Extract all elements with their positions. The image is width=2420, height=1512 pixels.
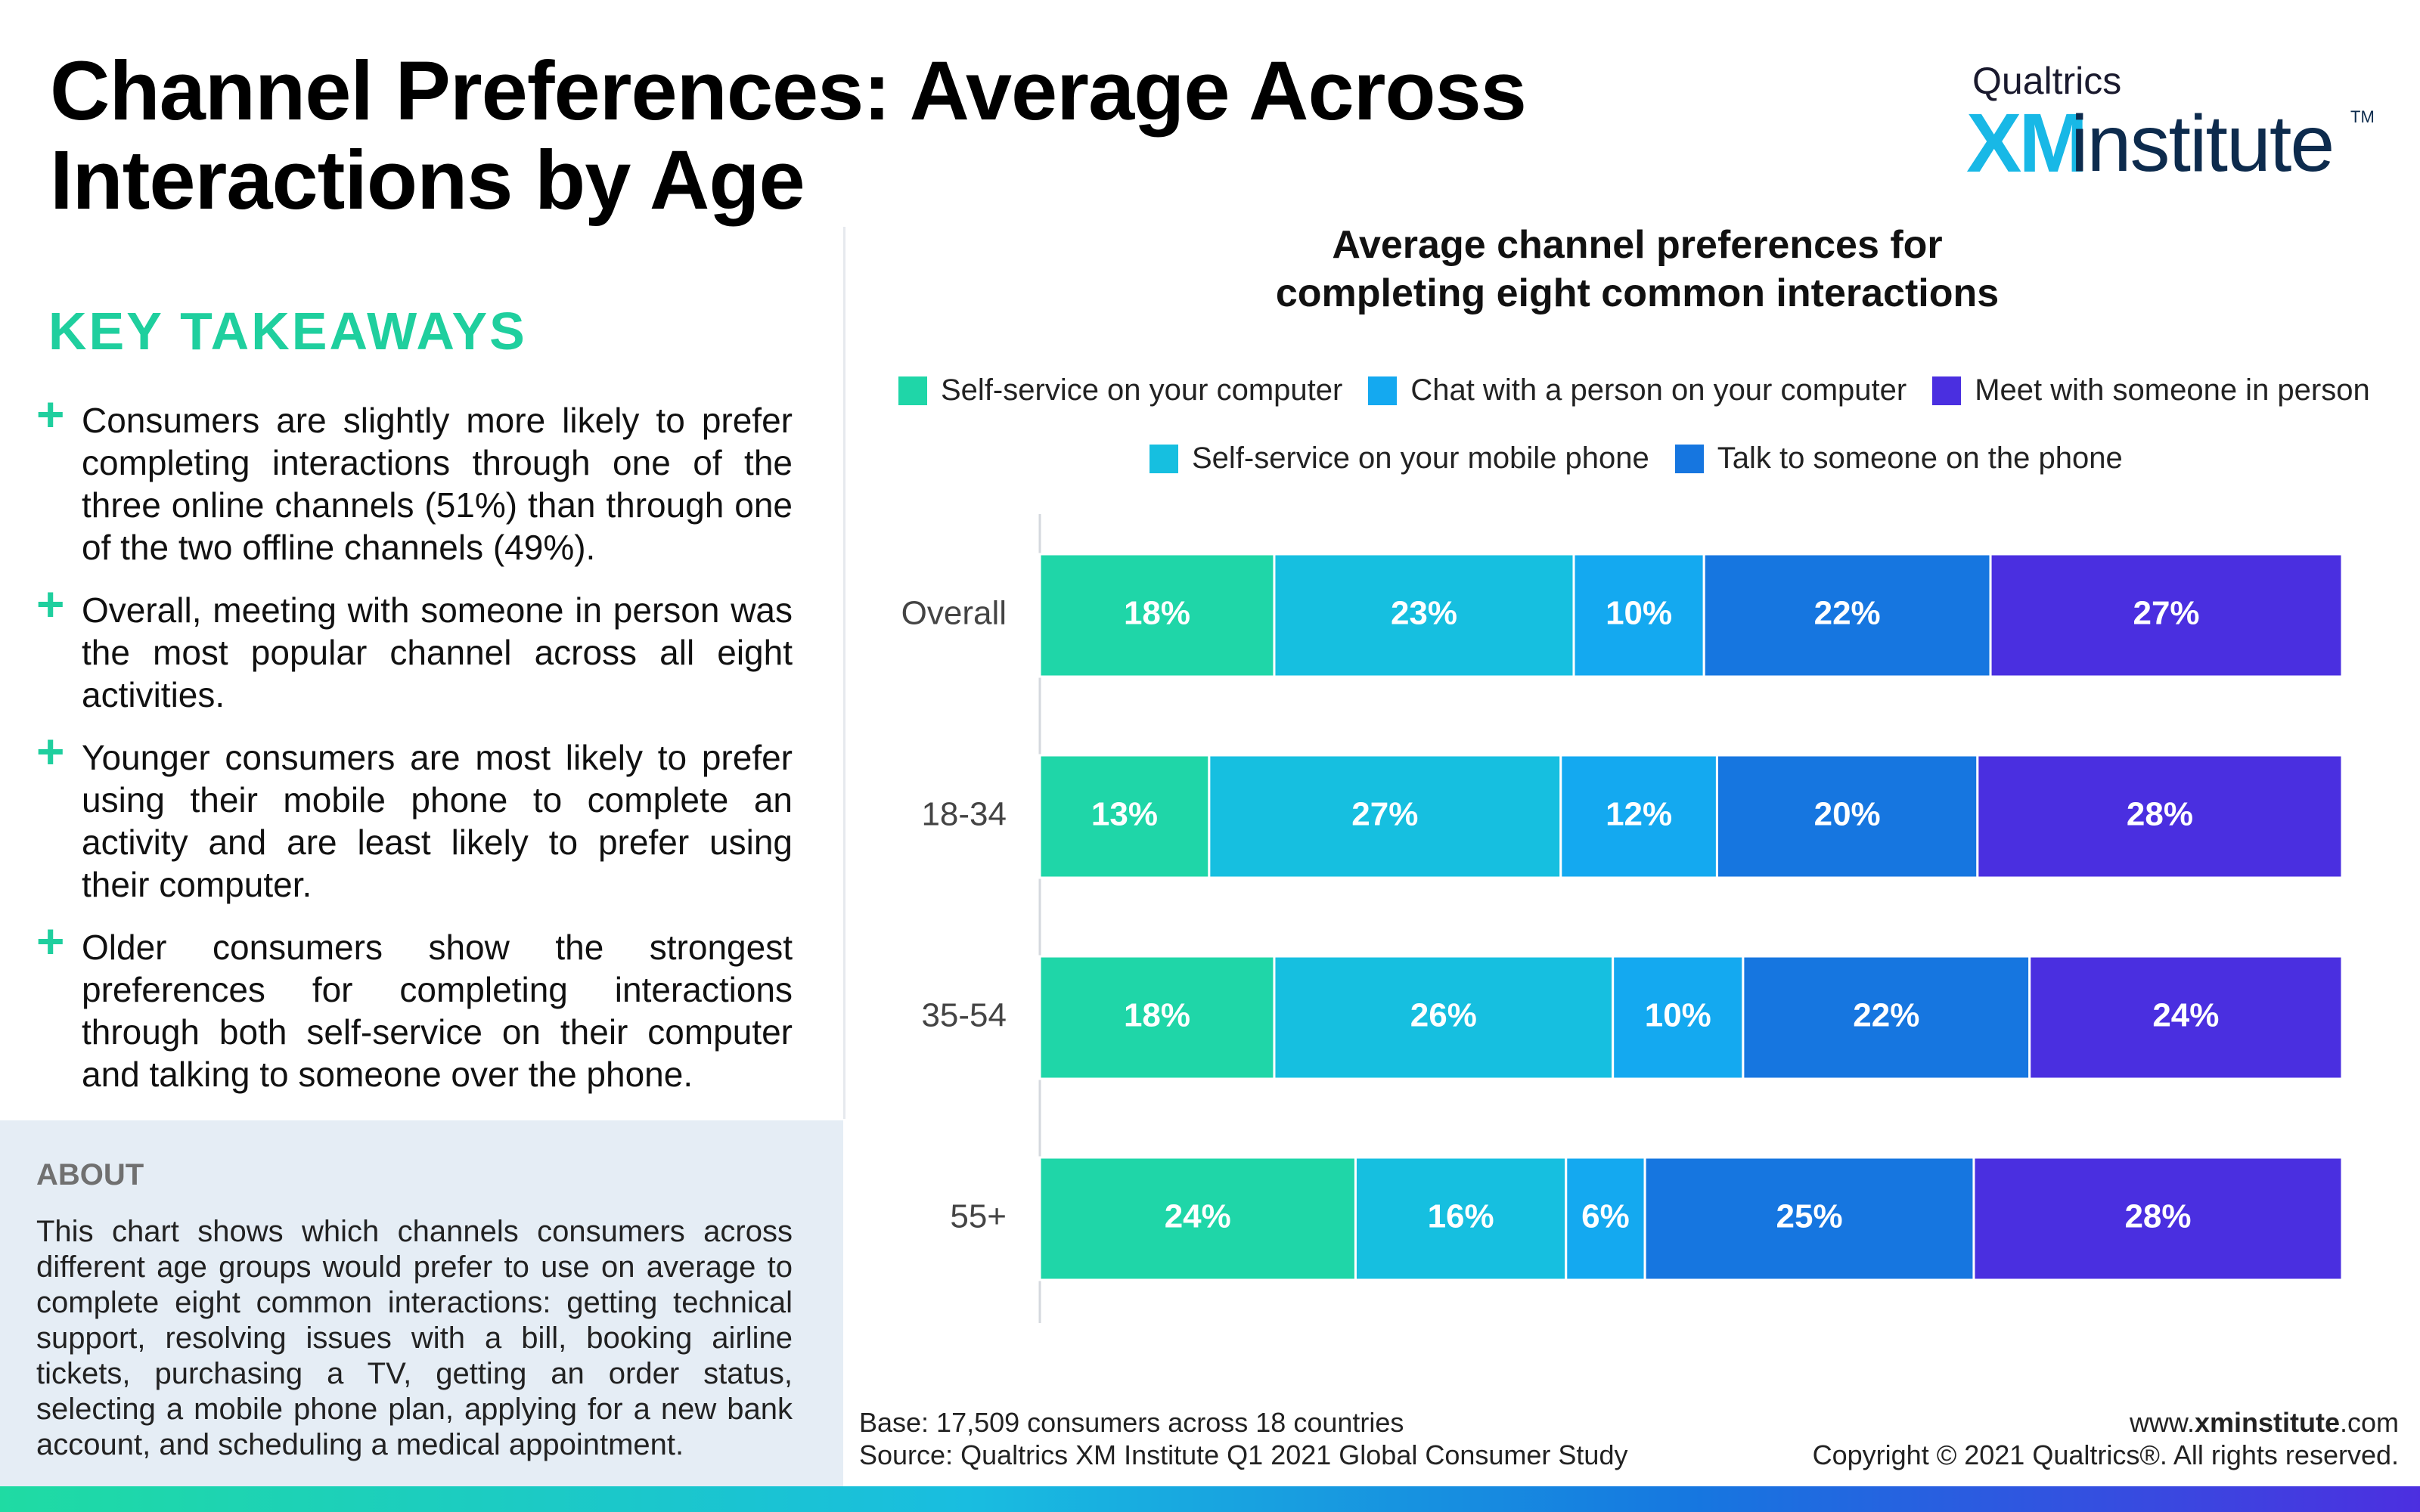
legend-item-self-service-on-your-computer: Self-service on your computer	[898, 373, 1342, 407]
bar-segment-self-service-on-your-mobile-phone	[1273, 553, 1575, 678]
legend-label: Chat with a person on your computer	[1410, 373, 1907, 407]
data-label: 28%	[2124, 1198, 2191, 1235]
website-prefix: www.	[2129, 1407, 2195, 1438]
data-label: 6%	[1581, 1198, 1630, 1235]
data-label: 26%	[1410, 997, 1477, 1034]
logo-trademark: TM	[2350, 107, 2375, 126]
plus-icon: +	[36, 577, 65, 631]
column-divider	[843, 227, 845, 1119]
plus-icon: +	[36, 387, 65, 442]
source-note: Source: Qualtrics XM Institute Q1 2021 G…	[859, 1439, 1628, 1470]
chart-legend-row-1: Self-service on your computer Chat with a…	[898, 373, 2396, 407]
data-label: 13%	[1091, 796, 1158, 833]
takeaway-text: Consumers are slightly more likely to pr…	[82, 401, 793, 567]
base-note: Base: 17,509 consumers across 18 countri…	[859, 1407, 1404, 1438]
logo-xm-text: XM	[1966, 97, 2088, 190]
logo-qualtrics-text: Qualtrics	[1972, 60, 2122, 102]
bar-segment-chat-with-a-person-on-your-computer	[1565, 1156, 1646, 1281]
page-title-line-2: Interactions by Age	[50, 134, 805, 227]
data-label: 24%	[1165, 1198, 1231, 1235]
data-label: 23%	[1391, 595, 1457, 632]
website-link[interactable]: www.xminstitute.com	[1813, 1406, 2399, 1439]
plus-icon: +	[36, 914, 65, 968]
takeaway-item: + Consumers are slightly more likely to p…	[36, 390, 793, 569]
legend-swatch	[1932, 376, 1962, 405]
bar-segment-talk-to-someone-on-the-phone	[1715, 754, 1979, 879]
bar-segment-chat-with-a-person-on-your-computer	[1559, 754, 1718, 879]
legend-label: Self-service on your computer	[941, 373, 1343, 407]
data-label: 28%	[2127, 796, 2193, 833]
bar-segment-meet-with-someone-in-person	[1972, 1156, 2344, 1281]
about-text: This chart shows which channels consumer…	[36, 1215, 793, 1461]
legend-item-self-service-on-your-mobile-phone: Self-service on your mobile phone	[1150, 442, 1649, 476]
bar-segment-self-service-on-your-computer	[1038, 754, 1211, 879]
xm-institute-logo: Qualtrics XM institute TM	[1966, 59, 2375, 190]
legend-label: Self-service on your mobile phone	[1192, 442, 1649, 475]
legend-swatch	[1150, 444, 1178, 473]
copyright-text: Copyright © 2021 Qualtrics®. All rights …	[1812, 1439, 2399, 1470]
legend-swatch	[1674, 444, 1704, 473]
page-title-line-1: Channel Preferences: Average Across	[50, 45, 1527, 138]
takeaway-text: Younger consumers are most likely to pre…	[82, 738, 793, 904]
bar-segment-self-service-on-your-mobile-phone	[1273, 955, 1615, 1080]
bar-segment-self-service-on-your-computer	[1038, 553, 1276, 678]
bar-segment-meet-with-someone-in-person	[1989, 553, 2344, 678]
website-suffix: .com	[2339, 1407, 2399, 1438]
key-takeaways-heading: KEY TAKEAWAYS	[48, 302, 527, 361]
takeaway-item: + Overall, meeting with someone in person…	[36, 580, 793, 716]
website-domain: xminstitute	[2194, 1407, 2340, 1438]
data-label: 25%	[1776, 1198, 1843, 1235]
bar-segment-talk-to-someone-on-the-phone	[1702, 553, 1992, 678]
legend-swatch	[1368, 376, 1398, 405]
stacked-bar-chart: Overall 18% 23% 10% 22% 27% 18-34 13% 27% 12% 20% 2…	[901, 514, 2344, 1323]
chart-title-line-2: completing eight common interactions	[1275, 271, 2000, 315]
legend-item-meet-with-someone-in-person: Meet with someone in person	[1932, 373, 2370, 407]
copyright-block: www.xminstitute.com Copyright © 2021 Qua…	[1813, 1406, 2399, 1471]
data-label: 18%	[1124, 997, 1190, 1034]
legend-label: Talk to someone on the phone	[1717, 442, 2123, 475]
bar-segment-meet-with-someone-in-person	[2028, 955, 2344, 1080]
chart-legend-row-2: Self-service on your mobile phone Talk to…	[1150, 442, 2149, 476]
about-panel: ABOUT This chart shows which channels co…	[0, 1120, 843, 1486]
legend-swatch	[898, 376, 927, 405]
data-label: 12%	[1606, 796, 1672, 833]
legend-label: Meet with someone in person	[1975, 373, 2370, 407]
data-label: 20%	[1814, 796, 1881, 833]
key-takeaways-list: + Consumers are slightly more likely to p…	[36, 390, 793, 1116]
category-label: 55+	[950, 1198, 1007, 1235]
page-title: Channel Preferences: Average Across Inte…	[50, 47, 1562, 225]
data-label: 22%	[1853, 997, 1919, 1034]
bar-segment-self-service-on-your-computer	[1038, 1156, 1357, 1281]
chart-title-line-1: Average channel preferences for	[1332, 223, 1943, 267]
data-label: 16%	[1428, 1198, 1494, 1235]
footer-gradient-bar	[0, 1486, 2420, 1512]
data-label: 27%	[2133, 595, 2199, 632]
data-label: 24%	[2152, 997, 2219, 1034]
takeaway-text: Overall, meeting with someone in person …	[82, 590, 793, 714]
category-label: 35-54	[921, 997, 1007, 1034]
legend-item-chat-with-a-person-on-your-computer: Chat with a person on your computer	[1368, 373, 1907, 407]
data-label: 10%	[1606, 595, 1672, 632]
takeaway-item: + Younger consumers are most likely to pr…	[36, 727, 793, 906]
chart-title: Average channel preferences for completi…	[1134, 221, 2140, 318]
category-label: Overall	[901, 595, 1007, 632]
chart-footnote: Base: 17,509 consumers across 18 countri…	[859, 1406, 1627, 1471]
bar-segment-self-service-on-your-computer	[1038, 955, 1276, 1080]
bar-segment-self-service-on-your-mobile-phone	[1354, 1156, 1568, 1281]
data-label: 22%	[1814, 595, 1881, 632]
data-label: 10%	[1645, 997, 1711, 1034]
bar-segment-talk-to-someone-on-the-phone	[1643, 1156, 1975, 1281]
bar-segment-meet-with-someone-in-person	[1976, 754, 2344, 879]
data-label: 18%	[1124, 595, 1190, 632]
bar-segment-chat-with-a-person-on-your-computer	[1612, 955, 1745, 1080]
bar-segment-self-service-on-your-mobile-phone	[1208, 754, 1562, 879]
takeaway-item: + Older consumers show the strongest pref…	[36, 917, 793, 1095]
plus-icon: +	[36, 724, 65, 779]
logo-institute-text: institute	[2071, 99, 2335, 188]
data-label: 27%	[1351, 796, 1418, 833]
category-label: 18-34	[921, 796, 1007, 833]
legend-item-talk-to-someone-on-the-phone: Talk to someone on the phone	[1674, 442, 2123, 476]
about-heading: ABOUT	[36, 1158, 144, 1191]
takeaway-text: Older consumers show the strongest prefe…	[82, 928, 793, 1094]
